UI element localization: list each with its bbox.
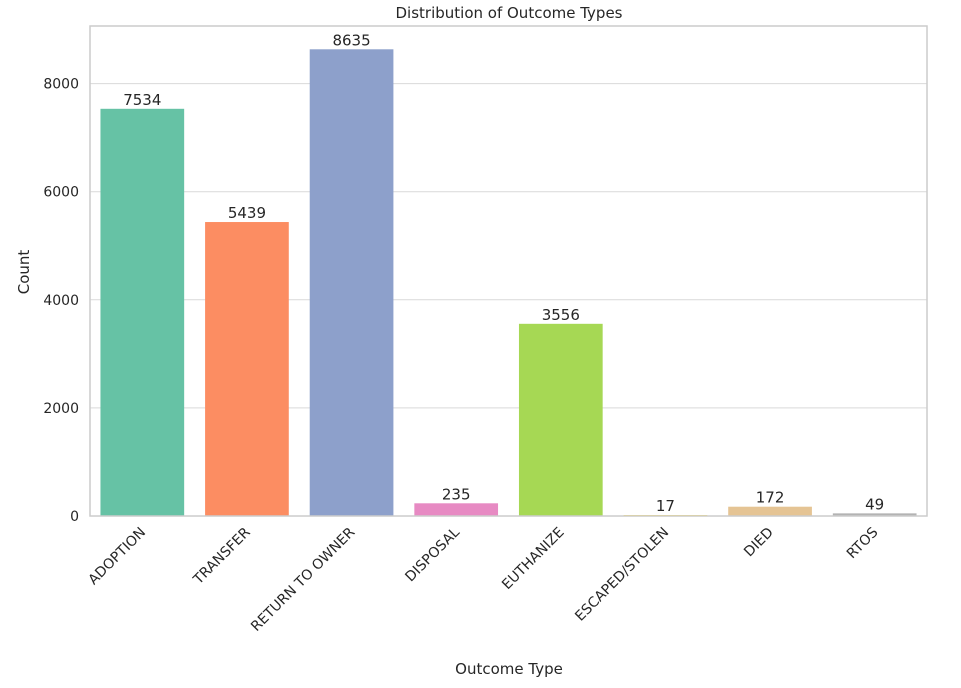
bar — [205, 222, 289, 517]
data-label: 235 — [442, 485, 471, 503]
bar — [728, 506, 812, 516]
y-tick-label: 4000 — [43, 293, 79, 309]
y-tick-label: 0 — [70, 509, 79, 525]
data-label: 3556 — [542, 306, 580, 324]
x-tick-label: RTOS — [844, 524, 882, 562]
y-tick-label: 2000 — [43, 401, 79, 417]
plot-frame — [89, 25, 928, 517]
x-tick-label: RETURN TO OWNER — [248, 524, 358, 634]
data-label: 49 — [865, 495, 884, 513]
x-tick-label: ESCAPED/STOLEN — [572, 525, 672, 625]
y-tick-labels: 0 2000 4000 6000 8000 — [43, 77, 79, 525]
bars — [100, 49, 917, 517]
bar — [100, 108, 185, 517]
data-labels: 7534 5439 8635 235 3556 17 172 49 — [123, 31, 884, 515]
data-label: 17 — [656, 497, 675, 515]
y-tick-label: 8000 — [43, 77, 79, 93]
x-tick-label: TRANSFER — [190, 524, 254, 588]
bar — [309, 49, 394, 516]
data-label: 8635 — [332, 31, 370, 49]
bar — [414, 503, 499, 516]
x-tick-label: ADOPTION — [86, 525, 150, 589]
y-tick-label: 6000 — [43, 185, 79, 201]
data-label: 7534 — [123, 91, 161, 109]
y-axis-title: Count — [15, 250, 33, 295]
bar — [832, 513, 917, 516]
data-label: 5439 — [228, 204, 266, 222]
chart-title: Distribution of Outcome Types — [396, 4, 623, 22]
x-tick-label: DISPOSAL — [402, 524, 463, 585]
x-tick-label: DIED — [741, 525, 777, 561]
x-tick-label: EUTHANIZE — [499, 525, 567, 593]
x-axis-title: Outcome Type — [455, 660, 563, 678]
data-label: 172 — [756, 489, 785, 507]
bar — [518, 323, 603, 516]
